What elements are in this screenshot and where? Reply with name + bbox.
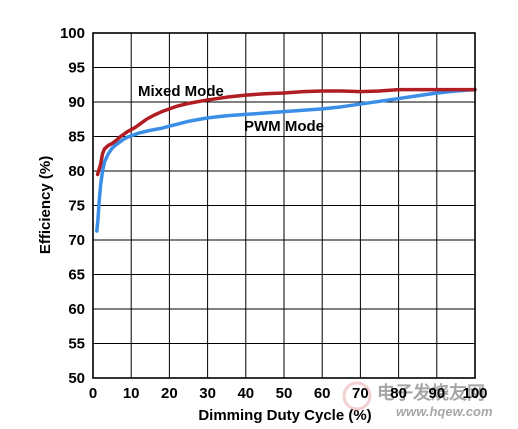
- watermark-text: 电子发烧友网: [377, 382, 485, 403]
- y-tick-label: 90: [68, 94, 85, 111]
- x-tick-label: 100: [462, 385, 487, 402]
- watermark: 电子发烧友网 www.hqew.com: [342, 381, 493, 419]
- watermark-logo-icon: [342, 381, 372, 411]
- y-tick-label: 60: [68, 301, 85, 318]
- x-tick-label: 0: [89, 385, 97, 402]
- y-axis-title: Efficiency (%): [37, 156, 54, 254]
- x-tick-label: 90: [428, 385, 445, 402]
- y-tick-label: 55: [68, 336, 85, 353]
- watermark-url: www.hqew.com: [396, 404, 493, 419]
- x-tick-label: 40: [237, 385, 254, 402]
- series-line-pwm-mode: [95, 87, 477, 233]
- y-tick-label: 65: [68, 267, 85, 284]
- series-line-mixed-mode: [95, 87, 477, 177]
- y-tick-label: 100: [60, 25, 85, 42]
- mixed-mode-label: Mixed Mode: [138, 83, 224, 100]
- pwm-mode-label: PWM Mode: [244, 118, 324, 135]
- x-tick-label: 70: [352, 385, 369, 402]
- x-tick-label: 50: [276, 385, 293, 402]
- y-tick-label: 85: [68, 129, 85, 146]
- x-axis-title: Dimming Duty Cycle (%): [198, 407, 371, 424]
- x-tick-label: 30: [199, 385, 216, 402]
- y-tick-labels: 50 55 60 65 70 75 80 85 90 95 100: [60, 25, 85, 387]
- y-tick-label: 80: [68, 163, 85, 180]
- y-tick-label: 95: [68, 60, 85, 77]
- y-tick-label: 75: [68, 198, 85, 215]
- x-tick-labels: 0 10 20 30 40 50 60 70 80 90 100: [89, 385, 488, 402]
- plot-frame: [92, 32, 476, 379]
- x-tick-label: 10: [123, 385, 140, 402]
- x-tick-label: 60: [314, 385, 331, 402]
- y-tick-label: 70: [68, 232, 85, 249]
- x-tick-label: 20: [161, 385, 178, 402]
- series-lines: [95, 87, 477, 233]
- y-tick-label: 50: [68, 370, 85, 387]
- x-tick-label: 80: [390, 385, 407, 402]
